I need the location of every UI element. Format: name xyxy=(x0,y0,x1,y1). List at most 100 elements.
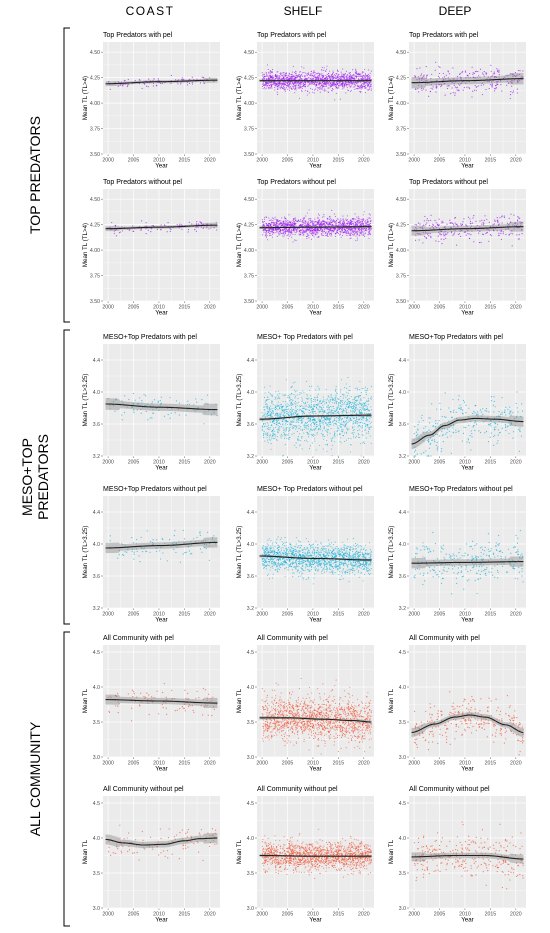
data-point xyxy=(269,233,271,235)
data-point xyxy=(365,391,367,393)
data-point xyxy=(123,80,125,82)
data-point xyxy=(277,219,279,221)
data-point xyxy=(312,91,314,93)
data-point xyxy=(268,398,270,400)
data-point xyxy=(335,390,337,392)
data-point xyxy=(272,76,274,78)
data-point xyxy=(265,400,267,402)
data-point xyxy=(483,223,485,225)
data-point xyxy=(333,77,336,79)
data-point xyxy=(339,422,341,424)
data-point xyxy=(296,419,298,421)
plot-background xyxy=(257,189,374,301)
data-point xyxy=(314,231,316,233)
data-point xyxy=(294,75,296,78)
data-point xyxy=(288,84,290,86)
data-point xyxy=(152,82,155,85)
data-point xyxy=(343,85,345,87)
data-point xyxy=(368,399,370,401)
data-point xyxy=(178,402,181,404)
data-point xyxy=(313,222,315,224)
data-point xyxy=(286,77,288,79)
data-point xyxy=(322,76,324,78)
data-point xyxy=(306,77,308,79)
data-point xyxy=(317,232,319,234)
data-point xyxy=(281,225,283,227)
data-point xyxy=(322,69,325,71)
data-point xyxy=(323,231,325,233)
data-point xyxy=(368,230,370,232)
data-point xyxy=(317,223,319,225)
x-tick-label: 2020 xyxy=(204,305,216,311)
data-point xyxy=(261,412,263,414)
data-point xyxy=(342,222,344,224)
data-point xyxy=(288,77,290,79)
data-point xyxy=(329,411,331,413)
y-tick-label: 4.50 xyxy=(244,197,254,203)
data-point xyxy=(430,214,432,216)
data-point xyxy=(519,70,521,72)
data-point xyxy=(285,75,287,77)
data-point xyxy=(263,415,265,417)
data-point xyxy=(275,230,278,232)
data-point xyxy=(298,427,300,429)
data-point xyxy=(300,224,302,226)
data-point xyxy=(447,232,449,234)
data-point xyxy=(291,71,293,73)
data-point xyxy=(368,233,370,235)
data-point xyxy=(307,218,310,220)
data-point xyxy=(288,86,290,88)
data-point xyxy=(157,78,160,80)
data-point xyxy=(305,231,307,233)
data-point xyxy=(345,92,347,94)
data-point xyxy=(316,73,318,75)
data-point xyxy=(355,240,357,242)
data-point xyxy=(317,220,319,222)
data-point xyxy=(306,230,308,232)
data-point xyxy=(295,409,297,412)
data-point xyxy=(313,72,315,74)
data-point xyxy=(290,231,293,233)
data-point xyxy=(346,215,348,217)
data-point xyxy=(335,76,337,78)
data-point xyxy=(187,231,189,233)
data-point xyxy=(263,436,265,439)
data-point xyxy=(195,227,197,229)
data-point xyxy=(300,220,302,222)
data-point xyxy=(287,404,289,406)
data-point xyxy=(317,393,319,395)
data-point xyxy=(266,235,268,237)
data-point xyxy=(353,231,355,233)
data-point xyxy=(295,87,297,89)
data-point xyxy=(283,405,285,407)
data-point xyxy=(295,428,297,430)
data-point xyxy=(364,76,366,78)
data-point xyxy=(178,414,180,416)
data-point xyxy=(330,83,332,86)
data-point xyxy=(268,231,270,233)
data-point xyxy=(307,235,309,237)
data-point xyxy=(365,228,367,230)
data-point xyxy=(467,216,470,218)
data-point xyxy=(510,232,512,234)
data-point xyxy=(315,85,317,87)
data-point xyxy=(360,73,362,75)
data-point xyxy=(445,237,447,239)
data-point xyxy=(434,69,436,71)
data-point xyxy=(360,229,362,231)
data-point xyxy=(355,405,357,407)
data-point xyxy=(303,67,305,69)
data-point xyxy=(355,223,358,225)
data-point xyxy=(339,84,341,86)
data-point xyxy=(335,399,337,401)
data-point xyxy=(288,72,290,74)
data-point xyxy=(191,81,193,84)
data-point xyxy=(309,219,311,221)
data-point xyxy=(286,75,288,77)
data-point xyxy=(316,230,318,232)
data-point xyxy=(289,230,291,233)
data-point xyxy=(263,231,265,233)
data-point xyxy=(360,410,363,412)
data-point xyxy=(363,84,365,86)
data-point xyxy=(167,414,169,416)
